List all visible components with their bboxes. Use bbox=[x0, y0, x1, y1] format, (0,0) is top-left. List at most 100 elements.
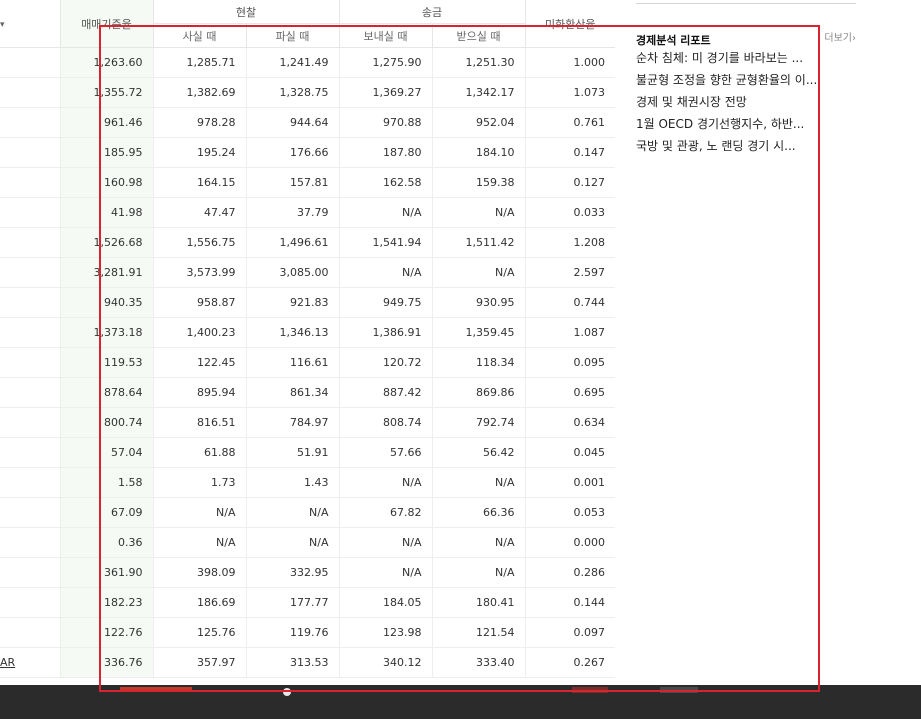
taskbar-app-button[interactable] bbox=[120, 687, 192, 691]
receive-cell: 66.36 bbox=[431, 497, 525, 528]
base-rate-cell: 41.98 bbox=[59, 197, 153, 228]
send-cell: 1,369.27 bbox=[338, 77, 432, 108]
report-item[interactable]: 순차 침체: 미 경기를 바라보는 ... bbox=[636, 51, 804, 65]
buy-cash-cell: 895.94 bbox=[152, 377, 246, 408]
currency-name-cell[interactable] bbox=[0, 437, 60, 468]
sell-cash-cell: 1,328.75 bbox=[245, 77, 339, 108]
usd-rate-cell: 0.695 bbox=[524, 377, 615, 408]
report-list: 순차 침체: 미 경기를 바라보는 ... 불균형 조정을 향한 균형환율의 이… bbox=[636, 50, 836, 160]
send-cell: 1,386.91 bbox=[338, 317, 432, 348]
usd-rate-cell: 0.001 bbox=[524, 467, 615, 498]
currency-name-cell[interactable] bbox=[0, 407, 60, 438]
sell-cash-cell: 157.81 bbox=[245, 167, 339, 198]
table-row: AR 336.76 357.97 313.53 340.12 333.40 0.267 bbox=[0, 647, 615, 678]
buy-cash-cell: 61.88 bbox=[152, 437, 246, 468]
base-rate-cell: 878.64 bbox=[59, 377, 153, 408]
currency-name-cell[interactable] bbox=[0, 347, 60, 378]
currency-name-cell[interactable] bbox=[0, 617, 60, 648]
table-row: 122.76 125.76 119.76 123.98 121.54 0.097 bbox=[0, 617, 615, 648]
currency-name-cell[interactable] bbox=[0, 197, 60, 228]
currency-name-cell[interactable] bbox=[0, 137, 60, 168]
usd-rate-cell: 0.144 bbox=[524, 587, 615, 618]
taskbar-app-button[interactable] bbox=[660, 687, 698, 693]
report-item[interactable]: 경제 및 채권시장 전망 bbox=[636, 95, 747, 109]
table-row: 361.90 398.09 332.95 N/A N/A 0.286 bbox=[0, 557, 615, 588]
chevron-right-icon[interactable]: › bbox=[852, 33, 856, 44]
currency-link[interactable]: AR bbox=[0, 656, 16, 669]
sell-cash-cell: 37.79 bbox=[245, 197, 339, 228]
currency-name-cell[interactable] bbox=[0, 77, 60, 108]
base-rate-cell: 961.46 bbox=[59, 107, 153, 138]
currency-name-cell[interactable] bbox=[0, 227, 60, 258]
rate-table-body: 1,263.60 1,285.71 1,241.49 1,275.90 1,251.30… bbox=[0, 47, 615, 678]
receive-cell: 180.41 bbox=[431, 587, 525, 618]
base-rate-cell: 119.53 bbox=[59, 347, 153, 378]
taskbar bbox=[0, 685, 921, 719]
currency-header[interactable]: ▾ bbox=[0, 0, 60, 48]
buy-cash-cell: 1,382.69 bbox=[152, 77, 246, 108]
send-cell: 57.66 bbox=[338, 437, 432, 468]
currency-name-cell[interactable] bbox=[0, 47, 60, 78]
currency-name-cell[interactable] bbox=[0, 107, 60, 138]
base-rate-cell: 1,373.18 bbox=[59, 317, 153, 348]
base-rate-cell: 67.09 bbox=[59, 497, 153, 528]
currency-name-cell[interactable] bbox=[0, 287, 60, 318]
receive-cell: N/A bbox=[431, 467, 525, 498]
more-link-label[interactable]: 더보기 bbox=[824, 33, 852, 44]
sell-cash-cell: 1,346.13 bbox=[245, 317, 339, 348]
buy-cash-cell: N/A bbox=[152, 497, 246, 528]
currency-name-cell[interactable] bbox=[0, 467, 60, 498]
buy-cash-cell: N/A bbox=[152, 527, 246, 558]
usd-rate-cell: 0.033 bbox=[524, 197, 615, 228]
currency-name-cell[interactable] bbox=[0, 377, 60, 408]
report-item[interactable]: 국방 및 관광, 노 랜딩 경기 시... bbox=[636, 139, 796, 153]
receive-cell: 1,511.42 bbox=[431, 227, 525, 258]
send-cell: 187.80 bbox=[338, 137, 432, 168]
buy-cash-cell: 357.97 bbox=[152, 647, 246, 678]
sell-cash-cell: 861.34 bbox=[245, 377, 339, 408]
table-row: 961.46 978.28 944.64 970.88 952.04 0.761 bbox=[0, 107, 615, 138]
currency-name-cell[interactable]: AR bbox=[0, 647, 60, 678]
send-cell: N/A bbox=[338, 527, 432, 558]
table-row: 119.53 122.45 116.61 120.72 118.34 0.095 bbox=[0, 347, 615, 378]
receive-cell: N/A bbox=[431, 527, 525, 558]
report-item[interactable]: 1월 OECD 경기선행지수, 하반... bbox=[636, 117, 805, 131]
taskbar-app-button[interactable] bbox=[572, 687, 608, 693]
taskbar-status-icon[interactable] bbox=[283, 688, 291, 696]
sort-arrow-icon[interactable]: ▾ bbox=[0, 20, 5, 30]
usd-rate-header: 미화환산율 bbox=[524, 0, 615, 48]
currency-name-cell[interactable] bbox=[0, 257, 60, 288]
send-cell: 120.72 bbox=[338, 347, 432, 378]
more-link[interactable]: 더보기› bbox=[824, 29, 856, 44]
table-row: 1,373.18 1,400.23 1,346.13 1,386.91 1,359.45… bbox=[0, 317, 615, 348]
currency-name-cell[interactable] bbox=[0, 587, 60, 618]
report-panel-title: 경제분석 리포트 bbox=[636, 34, 711, 47]
buy-cash-cell: 1,285.71 bbox=[152, 47, 246, 78]
currency-name-cell[interactable] bbox=[0, 497, 60, 528]
currency-name-cell[interactable] bbox=[0, 167, 60, 198]
sell-cash-cell: 784.97 bbox=[245, 407, 339, 438]
sell-cash-cell: 3,085.00 bbox=[245, 257, 339, 288]
panel-top-divider bbox=[636, 0, 856, 4]
currency-name-cell[interactable] bbox=[0, 317, 60, 348]
buy-cash-cell: 195.24 bbox=[152, 137, 246, 168]
currency-name-cell[interactable] bbox=[0, 527, 60, 558]
receive-cell: 1,342.17 bbox=[431, 77, 525, 108]
sell-cash-cell: 921.83 bbox=[245, 287, 339, 318]
report-item[interactable]: 불균형 조정을 향한 균형환율의 이... bbox=[636, 73, 818, 87]
base-rate-cell: 160.98 bbox=[59, 167, 153, 198]
send-cell: N/A bbox=[338, 197, 432, 228]
base-rate-cell: 1,263.60 bbox=[59, 47, 153, 78]
buy-cash-cell: 398.09 bbox=[152, 557, 246, 588]
send-cell: 123.98 bbox=[338, 617, 432, 648]
send-cell: 808.74 bbox=[338, 407, 432, 438]
send-cell: N/A bbox=[338, 557, 432, 588]
receive-cell: 159.38 bbox=[431, 167, 525, 198]
sell-cash-cell: 944.64 bbox=[245, 107, 339, 138]
buy-cash-cell: 3,573.99 bbox=[152, 257, 246, 288]
receive-cell: N/A bbox=[431, 257, 525, 288]
receive-cell: 184.10 bbox=[431, 137, 525, 168]
buy-cash-cell: 122.45 bbox=[152, 347, 246, 378]
currency-name-cell[interactable] bbox=[0, 557, 60, 588]
table-row: 160.98 164.15 157.81 162.58 159.38 0.127 bbox=[0, 167, 615, 198]
